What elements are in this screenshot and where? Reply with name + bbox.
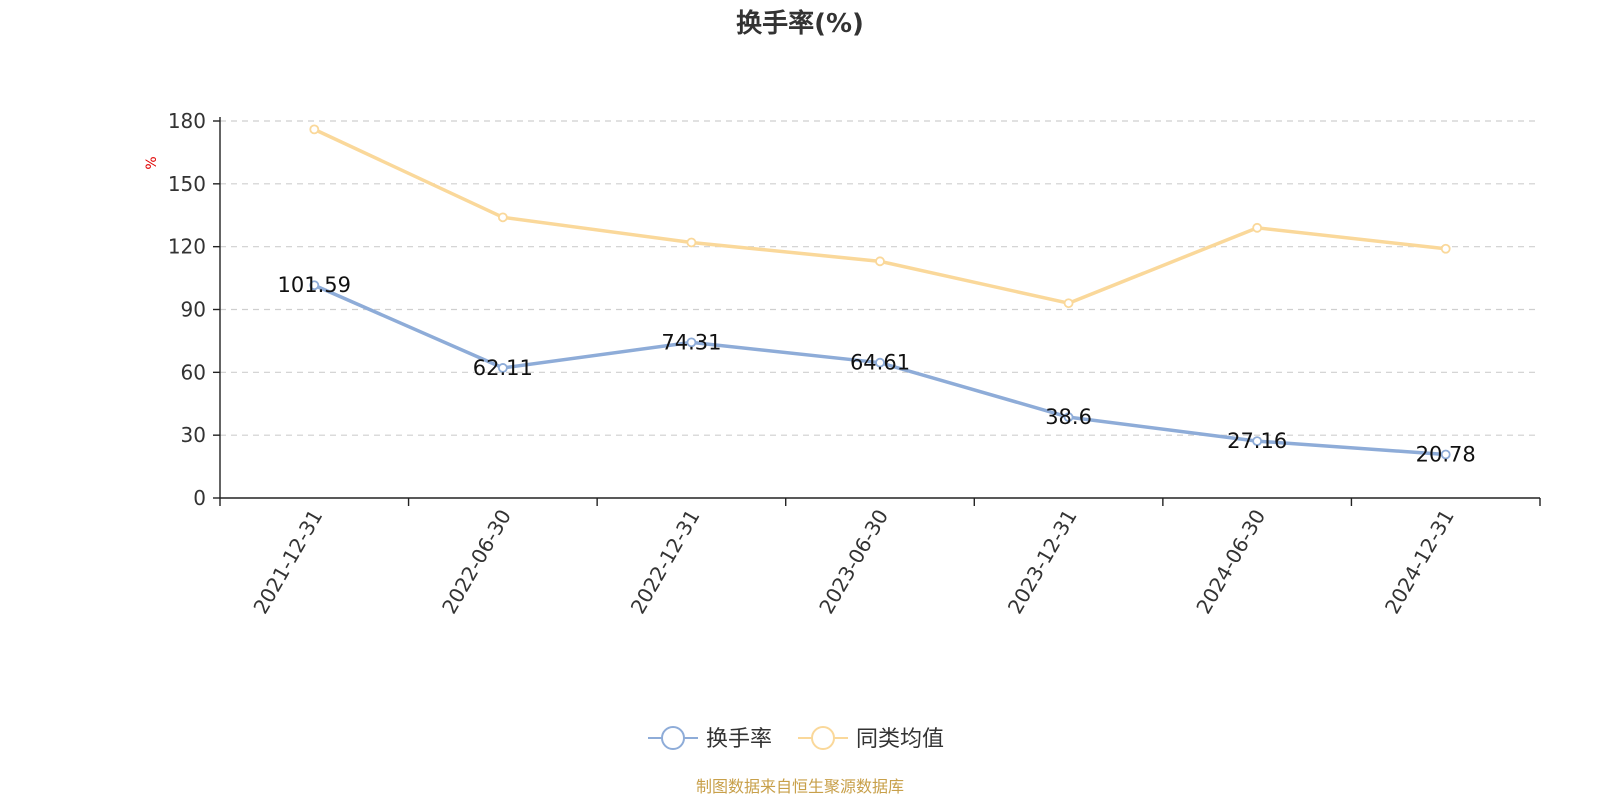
series-point-0[interactable] [1252, 436, 1263, 447]
x-tick-label: 2023-12-31 [1003, 505, 1082, 618]
data-label: 74.31 [661, 330, 721, 354]
y-tick-label: 60 [181, 360, 206, 384]
data-label: 38.6 [1045, 405, 1092, 429]
y-tick-label: 120 [168, 235, 206, 259]
data-label: 20.78 [1416, 442, 1476, 466]
series-point-1[interactable] [309, 124, 320, 135]
series-point-1[interactable] [1440, 243, 1451, 254]
source-note: 制图数据来自恒生聚源数据库 [696, 777, 904, 796]
data-label: 62.11 [473, 356, 533, 380]
y-tick-label: 30 [181, 423, 206, 447]
legend-marker-1[interactable] [811, 726, 835, 750]
y-axis-label: % [144, 156, 160, 169]
x-tick-label: 2022-06-30 [437, 505, 516, 618]
series-point-0[interactable] [1440, 449, 1451, 460]
series-point-1[interactable] [875, 256, 885, 267]
series-point-1[interactable] [497, 212, 508, 223]
grid-layer [220, 120, 1540, 436]
series-line-1 [312, 127, 1448, 305]
y-tick-label: 180 [168, 109, 206, 133]
x-tick-label: 2022-12-31 [626, 505, 705, 618]
y-tick-label: 150 [168, 172, 206, 196]
series-point-0[interactable] [309, 280, 320, 291]
series-layer [309, 124, 1451, 460]
series-point-0[interactable] [497, 363, 508, 373]
y-tick-label: 90 [181, 298, 206, 322]
x-tick-label: 2021-12-31 [248, 505, 327, 618]
series-point-0[interactable] [686, 337, 697, 348]
series-point-1[interactable] [1063, 298, 1074, 309]
legend-label-1[interactable]: 同类均值 [856, 727, 944, 752]
x-tick-label: 2023-06-30 [814, 505, 893, 618]
series-point-1[interactable] [686, 237, 697, 248]
chart-title: 换手率(%) [736, 8, 864, 39]
x-tick-label: 2024-12-31 [1380, 505, 1459, 618]
data-label: 101.59 [278, 273, 351, 297]
data-label: 64.61 [850, 351, 910, 375]
data-label-layer: 101.59 62.11 74.31 64.61 38.6 27.16 20.78 [278, 273, 1476, 466]
y-tick-label: 0 [193, 486, 206, 510]
legend-marker-0[interactable] [661, 726, 685, 750]
x-tick-label: 2024-06-30 [1191, 505, 1270, 618]
legend-label-0[interactable]: 换手率 [706, 727, 772, 752]
series-point-0[interactable] [1063, 412, 1074, 423]
data-label: 27.16 [1227, 429, 1287, 453]
series-point-0[interactable] [875, 357, 885, 368]
legend: 换手率 同类均值 [648, 726, 944, 752]
series-point-1[interactable] [1252, 222, 1263, 233]
